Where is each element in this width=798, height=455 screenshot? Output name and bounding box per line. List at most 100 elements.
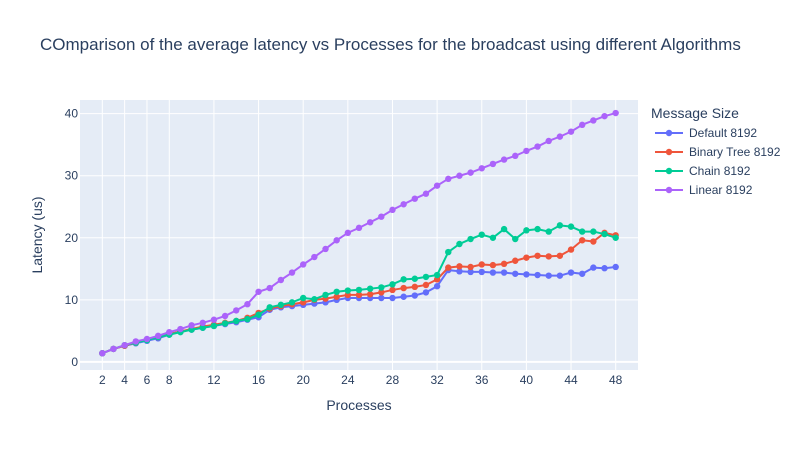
data-point xyxy=(288,269,296,276)
data-point xyxy=(355,291,363,299)
data-point xyxy=(233,307,240,314)
data-point xyxy=(300,261,307,268)
data-point xyxy=(188,322,195,329)
legend-item[interactable]: Chain 8192 xyxy=(655,164,751,178)
data-point xyxy=(389,281,396,288)
data-point xyxy=(99,350,106,357)
data-point xyxy=(333,288,340,295)
x-tick-label: 8 xyxy=(166,373,173,387)
data-point xyxy=(277,301,285,309)
data-point xyxy=(389,294,396,302)
data-point xyxy=(467,169,474,176)
data-point xyxy=(311,253,318,261)
legend-item[interactable]: Default 8192 xyxy=(655,126,757,140)
data-point xyxy=(199,319,206,327)
x-tick-label: 32 xyxy=(430,373,444,387)
data-point xyxy=(489,261,497,269)
data-point xyxy=(523,254,530,261)
data-point xyxy=(366,291,374,298)
data-point xyxy=(400,276,407,283)
data-point xyxy=(445,175,452,183)
data-point xyxy=(311,296,318,303)
data-point xyxy=(567,269,575,276)
y-tick-label: 10 xyxy=(65,293,79,307)
x-tick-label: 40 xyxy=(520,373,534,387)
data-point xyxy=(489,160,497,168)
x-tick-label: 44 xyxy=(564,373,578,387)
y-tick-label: 0 xyxy=(71,355,78,369)
data-point xyxy=(422,190,430,197)
data-point xyxy=(534,271,541,279)
data-point xyxy=(210,322,218,330)
data-point xyxy=(355,286,363,294)
data-point xyxy=(545,272,552,279)
data-point xyxy=(523,147,530,155)
data-point xyxy=(322,245,329,253)
x-tick-label: 20 xyxy=(297,373,311,387)
data-point xyxy=(500,156,508,163)
data-point xyxy=(590,264,597,271)
data-point xyxy=(478,268,485,276)
chart-title: COmparison of the average latency vs Pro… xyxy=(40,35,741,54)
data-point xyxy=(288,299,296,306)
data-point xyxy=(579,121,586,129)
data-point xyxy=(422,281,430,289)
legend[interactable]: Message Size Default 8192 Binary Tree 819… xyxy=(651,105,781,197)
y-tick-labels: 0 10 20 30 40 xyxy=(65,107,79,369)
data-point xyxy=(534,143,541,150)
data-point xyxy=(433,182,441,189)
series-layer xyxy=(99,109,619,357)
data-point xyxy=(366,285,374,292)
data-point xyxy=(244,301,251,308)
data-point xyxy=(467,263,474,271)
y-axis-label: Latency (us) xyxy=(29,196,45,273)
data-point xyxy=(210,316,218,323)
x-tick-label: 36 xyxy=(475,373,489,387)
data-point xyxy=(132,338,139,345)
data-point xyxy=(478,261,485,268)
y-tick-label: 40 xyxy=(65,107,79,121)
data-point xyxy=(612,109,619,117)
legend-label: Binary Tree 8192 xyxy=(689,145,781,159)
data-point xyxy=(143,335,151,343)
data-point xyxy=(378,294,385,302)
data-point xyxy=(579,270,586,277)
data-point xyxy=(590,238,597,245)
legend-item[interactable]: Linear 8192 xyxy=(655,183,753,197)
x-tick-label: 28 xyxy=(386,373,400,387)
legend-item[interactable]: Binary Tree 8192 xyxy=(655,145,781,159)
x-tick-label: 6 xyxy=(144,373,151,387)
data-point xyxy=(567,223,575,230)
x-tick-label: 12 xyxy=(207,373,221,387)
data-point xyxy=(400,201,407,208)
data-point xyxy=(333,237,340,244)
data-point xyxy=(121,341,128,349)
data-point xyxy=(456,240,463,248)
data-point xyxy=(266,304,273,311)
data-point xyxy=(422,289,430,296)
legend-swatch-marker xyxy=(665,167,673,175)
data-point xyxy=(601,265,608,272)
data-point xyxy=(456,268,463,275)
data-point xyxy=(154,332,162,340)
data-point xyxy=(567,246,575,253)
legend-label: Chain 8192 xyxy=(689,164,751,178)
legend-swatch-marker xyxy=(665,186,673,194)
data-point xyxy=(579,228,586,235)
data-point xyxy=(344,287,352,294)
data-point xyxy=(322,291,329,299)
data-point xyxy=(255,311,262,318)
data-point xyxy=(277,276,285,284)
x-tick-label: 2 xyxy=(99,373,106,387)
legend-swatch-marker xyxy=(665,129,673,137)
data-point xyxy=(579,237,586,244)
data-point xyxy=(344,229,352,237)
data-point xyxy=(612,263,619,271)
data-point xyxy=(500,225,508,233)
data-point xyxy=(456,172,463,179)
data-point xyxy=(601,230,608,238)
data-point xyxy=(478,231,485,238)
data-point xyxy=(467,268,474,276)
data-point xyxy=(378,213,385,220)
